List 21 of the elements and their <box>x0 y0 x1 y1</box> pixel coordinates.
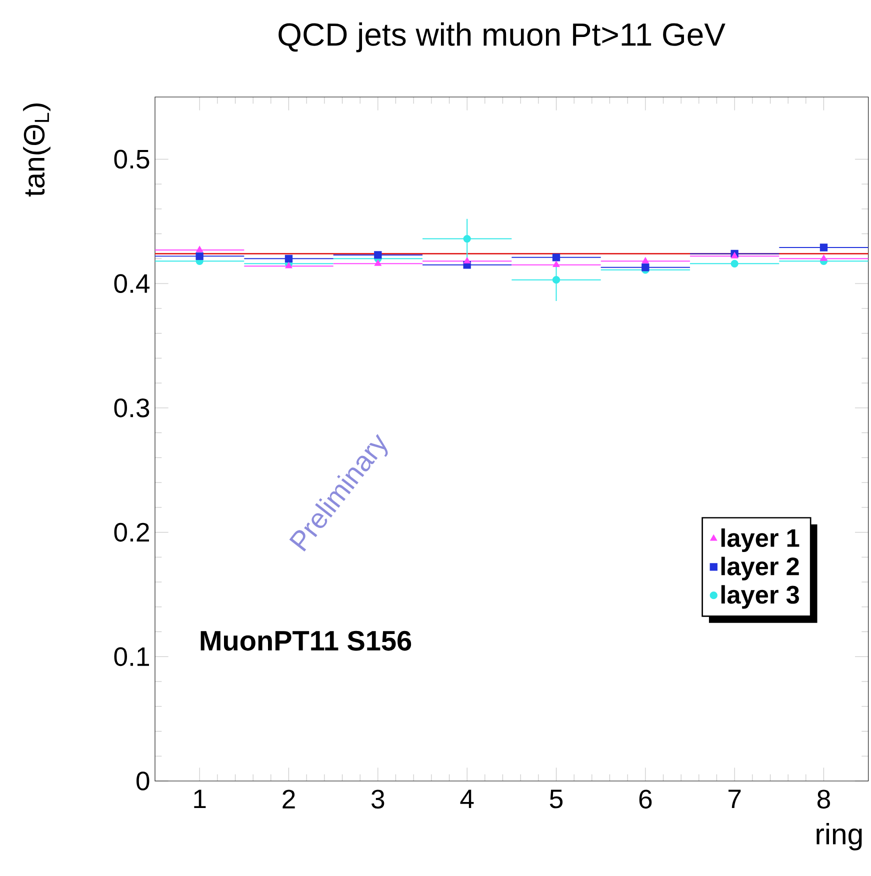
legend-label: layer 1 <box>721 528 800 552</box>
legend-label: layer 2 <box>721 556 799 580</box>
y-tick-label: 0.4 <box>114 274 150 293</box>
x-tick-label: 4 <box>460 790 474 808</box>
y-tick-label: 0.3 <box>114 398 150 418</box>
x-tick-label: 6 <box>639 790 652 809</box>
legend-label: layer 3 <box>721 585 799 609</box>
x-tick-label: 5 <box>550 790 563 808</box>
y-tick-label: 0 <box>136 772 150 790</box>
y-tick-label: 0.1 <box>114 647 149 666</box>
x-axis-title: ring <box>816 823 862 850</box>
x-tick-label: 1 <box>194 790 206 808</box>
x-tick-label: 8 <box>817 790 830 809</box>
x-tick-label: 7 <box>728 790 741 808</box>
x-tick-label: 2 <box>282 790 295 808</box>
x-tick-label: 3 <box>372 790 384 809</box>
annotation: MuonPT11 S156 <box>200 630 412 651</box>
chart-title: QCD jets with muon Pt>11 GeV <box>278 22 726 52</box>
y-tick-label: 0.2 <box>114 522 149 542</box>
y-axis-title: tan(Θ$_{L}$) <box>23 104 50 196</box>
y-tick-label: 0.5 <box>114 150 150 169</box>
